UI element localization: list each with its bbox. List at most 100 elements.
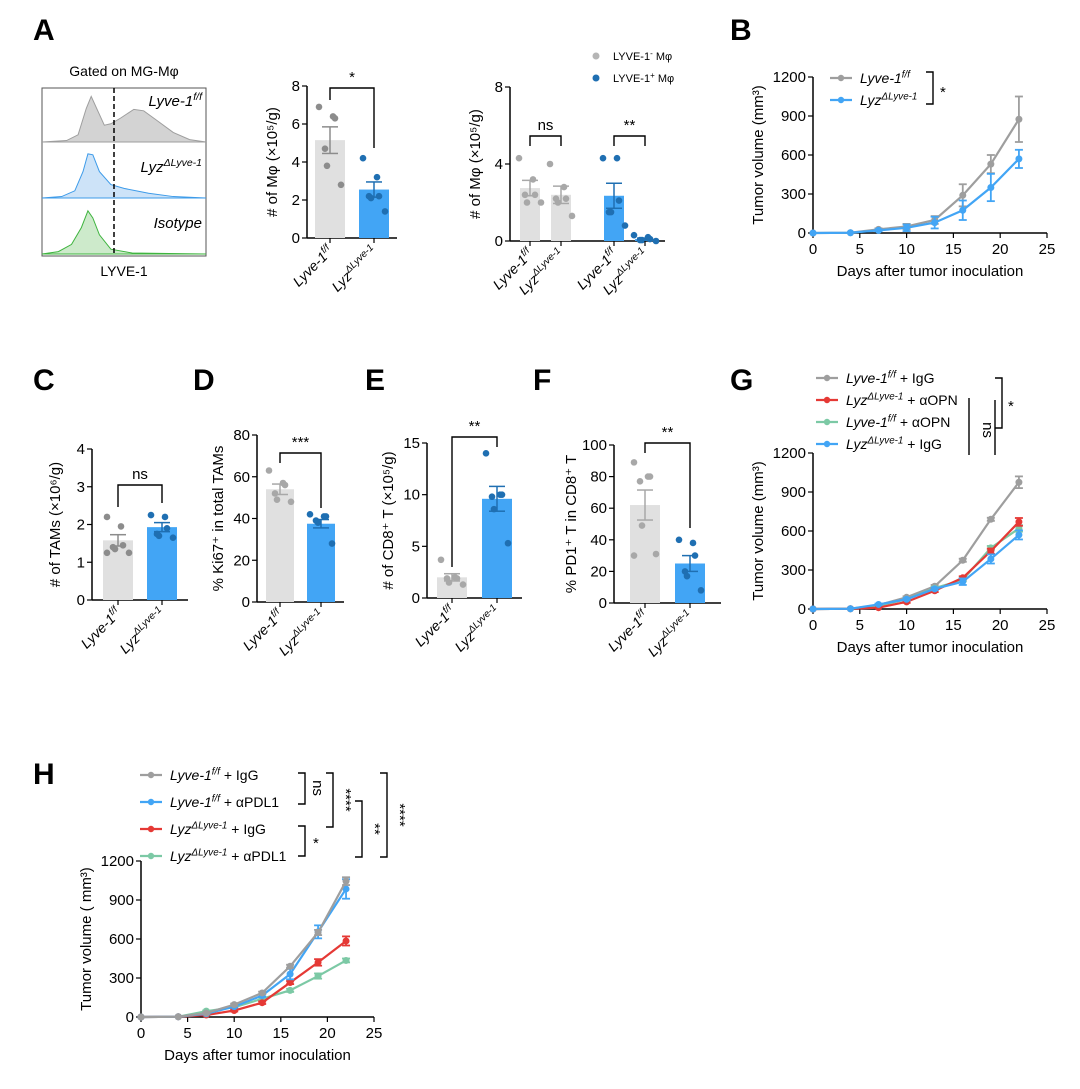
- data-point: [537, 199, 545, 206]
- data-point: [987, 515, 995, 523]
- x-axis-label: Days after tumor inoculation: [837, 263, 1024, 280]
- data-point: [230, 1001, 238, 1009]
- x-tick-label: 0: [809, 617, 817, 634]
- data-point: [638, 522, 646, 529]
- data-point: [286, 979, 294, 987]
- data-point: [987, 555, 995, 563]
- y-tick-label: 600: [109, 931, 134, 948]
- y-tick-label: 0: [126, 1009, 134, 1026]
- y-tick-label: 600: [781, 523, 806, 540]
- y-tick-label: 0: [599, 595, 607, 612]
- data-point: [675, 536, 683, 544]
- y-tick-label: 2: [292, 192, 300, 209]
- data-point: [306, 511, 314, 518]
- data-point: [321, 145, 329, 152]
- data-point: [337, 181, 345, 189]
- data-point: [1015, 155, 1023, 163]
- legend-marker: [823, 418, 831, 426]
- data-point: [286, 962, 294, 970]
- y-tick-label: 4: [495, 156, 503, 173]
- panel-label-d: D: [193, 364, 215, 397]
- x-tick-label: 15: [272, 1025, 289, 1042]
- data-point: [342, 956, 350, 964]
- data-point: [314, 972, 322, 980]
- x-tick-label: 5: [856, 241, 864, 258]
- legend-label: LyzΔLyve-1 + IgG: [170, 820, 266, 837]
- y-tick-label: 300: [781, 186, 806, 203]
- significance-bracket: [995, 377, 1003, 429]
- legend-label: Lyve-1f/f + αOPN: [846, 413, 950, 430]
- y-tick-label: 300: [109, 970, 134, 987]
- y-tick-label: 2: [77, 517, 85, 534]
- significance-label: *: [349, 69, 355, 86]
- y-axis-label: # of TAMs (×10⁶/g): [47, 462, 64, 587]
- data-point: [117, 523, 125, 530]
- y-tick-label: 900: [109, 892, 134, 909]
- x-tick-label: 15: [945, 241, 962, 258]
- significance-label: **: [624, 117, 636, 134]
- data-point: [697, 587, 705, 594]
- data-point: [273, 496, 281, 504]
- y-tick-label: 900: [781, 108, 806, 125]
- data-point: [445, 579, 453, 586]
- significance-label: **: [662, 424, 674, 441]
- data-point: [287, 498, 295, 506]
- significance-bracket: [529, 135, 562, 146]
- data-point: [529, 176, 537, 183]
- x-tick-label: 15: [945, 617, 962, 634]
- significance-bracket: [451, 436, 498, 567]
- panel-label-h: H: [33, 758, 55, 791]
- bar: [266, 489, 294, 602]
- legend-marker: [837, 96, 845, 104]
- legend-marker: [147, 798, 155, 806]
- data-point: [314, 958, 322, 966]
- x-tick-label: 20: [992, 617, 1009, 634]
- significance-label: ns: [309, 780, 326, 796]
- data-point: [689, 539, 697, 547]
- legend-label: LyzΔLyve-1 + IgG: [846, 435, 942, 452]
- line-chart-b: 0 300 600 900 1200 0 5 10 15 20 25 Days after tumor…: [750, 69, 1055, 280]
- data-point: [202, 1009, 210, 1017]
- legend-label: LyzΔLyve-1 + αPDL1: [170, 847, 287, 864]
- legend-label: Lyve-1f/f + IgG: [170, 766, 258, 783]
- data-point: [103, 513, 111, 521]
- data-point: [636, 478, 644, 485]
- x-tick-label: 5: [183, 1025, 191, 1042]
- data-point: [646, 473, 654, 480]
- data-point: [111, 545, 119, 553]
- data-point: [375, 192, 383, 200]
- data-point: [367, 194, 375, 202]
- data-point: [504, 539, 512, 547]
- data-point: [490, 505, 498, 513]
- y-tick-label: 60: [590, 500, 607, 517]
- data-point: [328, 540, 336, 547]
- y-tick-label: 60: [233, 469, 250, 486]
- data-point: [314, 519, 322, 526]
- legend-label: LYVE-1- Mφ: [613, 49, 672, 63]
- significance-bracket: [380, 772, 388, 858]
- data-point: [482, 450, 490, 457]
- significance-label: *: [1008, 398, 1014, 415]
- data-point: [959, 206, 967, 214]
- legend-label: LyzΔLyve-1: [860, 91, 917, 108]
- data-point: [568, 212, 576, 220]
- significance-label: ***: [292, 434, 310, 451]
- data-point: [691, 552, 699, 559]
- x-tick-label: 20: [992, 241, 1009, 258]
- significance-bracket: [926, 71, 934, 105]
- significance-bracket: [117, 484, 163, 507]
- data-point: [147, 511, 155, 519]
- x-tick-label: 10: [898, 241, 915, 258]
- data-point: [875, 226, 883, 234]
- series-line: [140, 888, 347, 1019]
- data-point: [258, 999, 266, 1007]
- x-tick-label: 10: [898, 617, 915, 634]
- data-point: [119, 541, 127, 549]
- data-point: [1015, 478, 1023, 486]
- significance-label: **: [469, 418, 481, 435]
- legend-label: LYVE-1+ Mφ: [613, 71, 674, 85]
- legend-label: Lyve-1f/f: [860, 69, 911, 86]
